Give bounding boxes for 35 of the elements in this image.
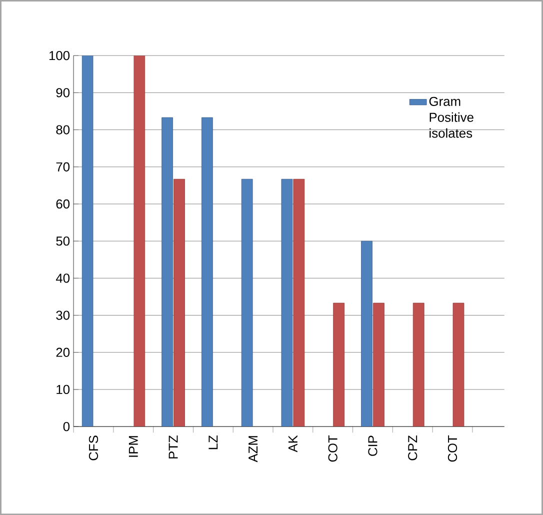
y-tick-label: 20 — [56, 348, 70, 357]
bar — [174, 178, 185, 427]
y-tick-label: 90 — [56, 88, 70, 98]
x-tick-label: CFS — [88, 436, 98, 460]
bar — [202, 117, 213, 427]
bar — [412, 302, 424, 427]
y-tick-label: 70 — [56, 162, 70, 172]
legend-label: Gram Positive isolates — [429, 96, 474, 138]
x-tick-label: COT — [328, 435, 338, 462]
bar — [82, 56, 94, 427]
y-tick-label: 10 — [56, 384, 70, 394]
x-tick-label: COT — [448, 435, 458, 462]
x-tick-label: IPM — [128, 436, 138, 457]
y-tick-label: 50 — [56, 236, 70, 246]
x-tick-label: AK — [288, 435, 298, 452]
bar — [281, 178, 293, 427]
bar — [373, 302, 384, 427]
y-tick-label: 40 — [56, 274, 70, 283]
bar — [241, 178, 253, 427]
y-tick-label: 80 — [56, 125, 70, 134]
y-tick-label: 60 — [56, 199, 70, 209]
x-tick-label: LZ — [208, 435, 218, 450]
x-tick-label: PTZ — [168, 435, 178, 458]
x-tick-label: CPZ — [408, 435, 418, 460]
y-tick-label: 30 — [56, 310, 70, 320]
bar — [162, 117, 173, 427]
x-tick-label: CIP — [368, 436, 378, 456]
bar — [333, 302, 345, 427]
bar — [361, 240, 372, 427]
bar — [293, 178, 305, 427]
y-tick-label: 0 — [63, 422, 70, 432]
bar — [452, 302, 464, 427]
y-tick-label: 100 — [49, 50, 70, 60]
bar — [134, 56, 146, 427]
x-tick-label: AZM — [248, 436, 258, 462]
